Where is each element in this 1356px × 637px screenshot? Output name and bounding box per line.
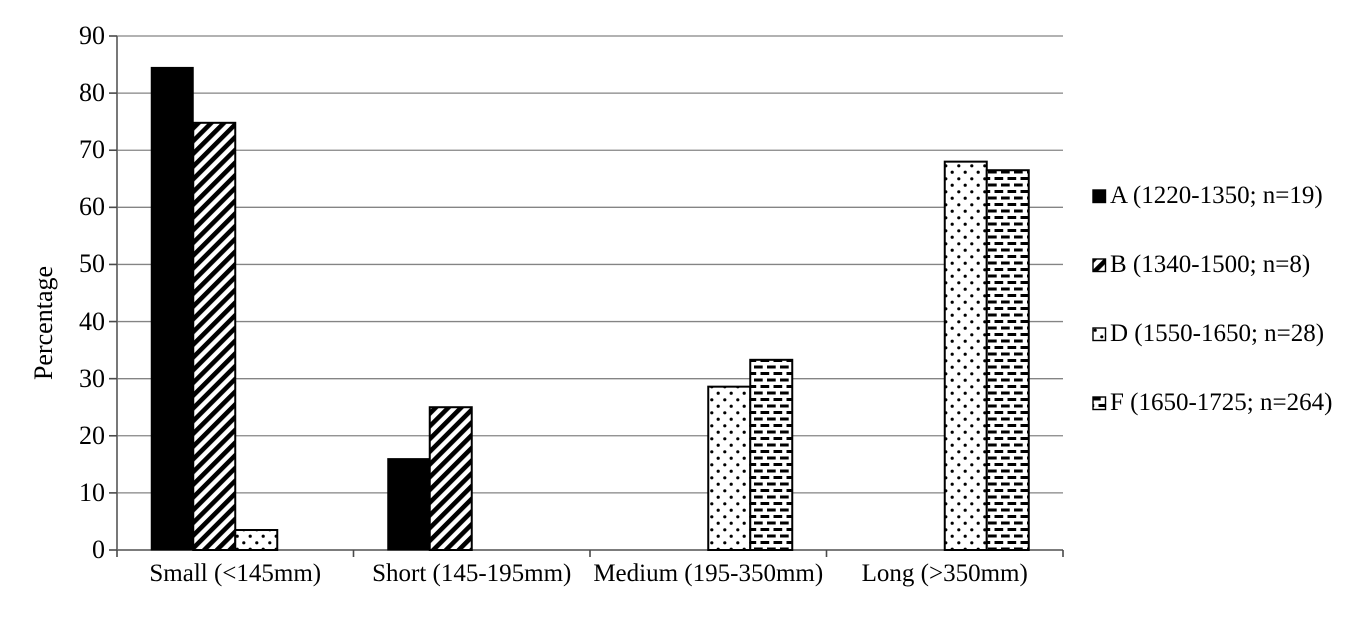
x-category-label: Small (<145mm) bbox=[149, 560, 322, 587]
legend-marker-dots-icon bbox=[1092, 326, 1107, 341]
y-tick-label: 90 bbox=[79, 21, 105, 50]
legend-marker-solid-icon bbox=[1092, 188, 1107, 203]
bar-d-cat0 bbox=[234, 529, 279, 551]
bar-a-cat1 bbox=[387, 458, 431, 551]
y-tick-label: 40 bbox=[79, 306, 105, 336]
legend-marker-diagonal-hatch-icon bbox=[1092, 257, 1107, 272]
y-tick-label: 0 bbox=[92, 535, 105, 564]
legend-item: B (1340-1500; n=8) bbox=[1092, 251, 1356, 279]
y-tick-label: 20 bbox=[79, 420, 105, 450]
legend-label: D (1550-1650; n=28) bbox=[1110, 320, 1325, 347]
legend-label: B (1340-1500; n=8) bbox=[1110, 251, 1311, 278]
legend-marker-horizontal-dashes-icon bbox=[1092, 395, 1107, 410]
y-tick-label: 60 bbox=[79, 192, 105, 222]
y-tick-label: 10 bbox=[79, 477, 105, 507]
y-tick-label: 70 bbox=[79, 135, 105, 165]
legend-item: F (1650-1725; n=264) bbox=[1092, 389, 1356, 417]
legend-label: F (1650-1725; n=264) bbox=[1110, 389, 1333, 416]
y-tick-label: 30 bbox=[79, 363, 105, 393]
bar-f-cat3 bbox=[985, 169, 1030, 551]
bar-f-cat2 bbox=[749, 358, 794, 551]
bar-a-cat0 bbox=[150, 66, 194, 551]
y-tick-label: 50 bbox=[79, 249, 105, 279]
bar-d-cat2 bbox=[707, 385, 752, 552]
x-category-label: Short (145-195mm) bbox=[372, 560, 572, 587]
y-tick-label: 80 bbox=[79, 78, 105, 108]
legend-item: D (1550-1650; n=28) bbox=[1092, 320, 1356, 348]
legend-label: A (1220-1350; n=19) bbox=[1110, 182, 1323, 209]
legend: A (1220-1350; n=19) B (1340-1500; n=8) D (… bbox=[1092, 182, 1356, 417]
bar-b-cat0 bbox=[192, 121, 237, 551]
legend-item: A (1220-1350; n=19) bbox=[1092, 182, 1356, 210]
x-category-label: Long (>350mm) bbox=[861, 560, 1028, 587]
x-category-label: Medium (195-350mm) bbox=[593, 560, 824, 587]
bar-d-cat3 bbox=[943, 160, 988, 551]
bar-b-cat1 bbox=[428, 406, 473, 551]
